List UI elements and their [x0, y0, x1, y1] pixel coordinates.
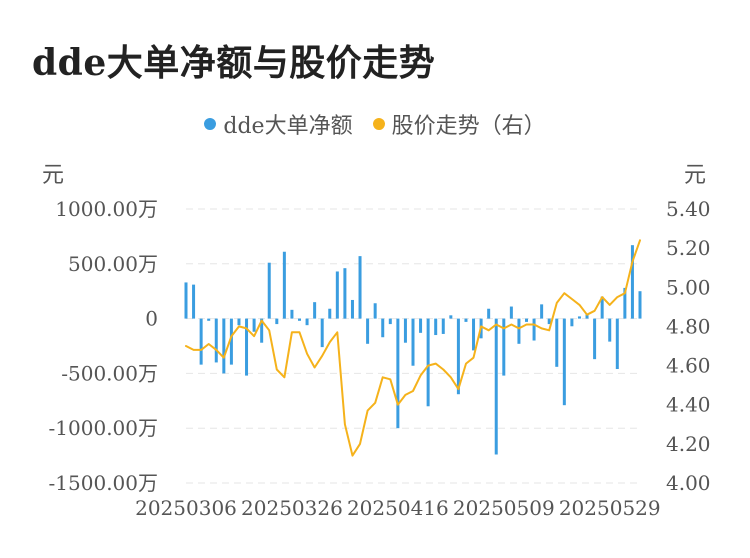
- legend-dde-label: dde大单净额: [223, 114, 353, 139]
- dde-bar: [207, 318, 211, 321]
- legend-price-marker: [372, 118, 385, 130]
- dde-bar: [396, 318, 400, 429]
- dde-bar: [335, 271, 339, 319]
- left-tick-label: -1500.00万: [49, 471, 158, 495]
- x-tick-label: 20250326: [241, 496, 343, 520]
- dde-bar: [502, 318, 506, 376]
- dde-bar: [419, 318, 423, 333]
- dde-bar: [229, 318, 233, 365]
- dde-bar: [577, 316, 581, 319]
- legend-price-label: 股价走势（右）: [391, 114, 546, 139]
- dde-bar: [525, 318, 528, 322]
- dde-bar: [298, 318, 301, 321]
- dde-bar: [638, 291, 642, 319]
- dde-bar: [472, 318, 476, 351]
- legend-dde-marker: [204, 118, 217, 130]
- dde-bar: [456, 318, 460, 395]
- dde-bar: [237, 318, 241, 326]
- dde-bar: [562, 318, 566, 406]
- dde-bar: [282, 251, 286, 319]
- dde-bar: [630, 245, 634, 319]
- left-tick-label: -1000.00万: [49, 416, 158, 440]
- dde-bar: [184, 282, 188, 319]
- right-tick-label: 5.20: [666, 236, 711, 260]
- right-tick-label: 5.40: [666, 197, 711, 221]
- dde-bar: [328, 308, 332, 319]
- dde-bar: [411, 318, 415, 366]
- dde-bar: [593, 318, 597, 360]
- dde-bar: [358, 256, 362, 319]
- dde-bar: [449, 315, 453, 319]
- dde-bar: [199, 318, 203, 365]
- dde-bar: [570, 318, 574, 327]
- dde-bar: [555, 318, 559, 367]
- dde-bar: [343, 268, 347, 319]
- left-tick-label: 500.00万: [68, 252, 158, 276]
- left-axis-unit: 元: [42, 163, 65, 188]
- legend-item-price[interactable]: 股价走势（右）: [372, 108, 546, 140]
- right-tick-label: 4.40: [666, 393, 711, 417]
- left-tick-label: -500.00万: [61, 361, 158, 385]
- dde-bar: [350, 299, 354, 319]
- x-tick-label: 20250416: [347, 496, 449, 520]
- legend-item-dde[interactable]: dde大单净额: [204, 108, 353, 140]
- x-tick-label: 20250509: [453, 496, 555, 520]
- dde-bar: [252, 318, 256, 332]
- dde-bar: [388, 318, 392, 325]
- dde-bar: [214, 318, 218, 363]
- dde-bar: [313, 302, 317, 319]
- left-tick-label: 0: [145, 307, 158, 331]
- dde-bar: [509, 306, 513, 319]
- right-axis-unit: 元: [684, 163, 707, 188]
- dde-bar: [517, 318, 521, 344]
- right-tick-label: 4.60: [666, 354, 711, 378]
- dde-bar: [494, 318, 498, 455]
- dde-bar: [441, 318, 445, 334]
- chart-title: dde大单净额与股价走势: [32, 42, 436, 84]
- right-tick-label: 4.80: [666, 314, 711, 338]
- dde-bar: [615, 318, 619, 370]
- left-tick-label: 1000.00万: [55, 197, 158, 221]
- dde-bar: [290, 309, 294, 319]
- dde-bar: [434, 318, 438, 336]
- dde-bar: [623, 287, 627, 319]
- price-line: [185, 239, 641, 457]
- dde-bar: [373, 303, 377, 319]
- right-tick-label: 5.00: [666, 275, 711, 299]
- x-tick-label: 20250306: [135, 496, 237, 520]
- x-tick-label: 20250529: [559, 496, 661, 520]
- dde-bar: [600, 296, 604, 319]
- dde-bar: [260, 318, 264, 343]
- dde-bar: [267, 262, 271, 319]
- dde-bar: [426, 318, 430, 407]
- dde-bar: [403, 318, 407, 343]
- dde-bar: [464, 318, 468, 322]
- dde-bar: [547, 318, 551, 325]
- dde-bar: [275, 318, 279, 325]
- dde-bar: [585, 314, 589, 319]
- dde-bar: [532, 318, 536, 341]
- dde-bar: [608, 318, 612, 342]
- dde-bar: [192, 284, 196, 319]
- dde-bar: [540, 304, 544, 319]
- dde-bar: [366, 318, 370, 344]
- dde-bar: [305, 318, 309, 326]
- legend: dde大单净额 股价走势（右）: [0, 108, 750, 140]
- dde-bar: [245, 318, 249, 376]
- dde-bar: [487, 308, 491, 319]
- right-tick-label: 4.00: [666, 471, 711, 495]
- dde-bar: [381, 318, 385, 338]
- dde-bar: [222, 318, 226, 374]
- dde-bar: [320, 318, 324, 348]
- right-tick-label: 4.20: [666, 432, 711, 456]
